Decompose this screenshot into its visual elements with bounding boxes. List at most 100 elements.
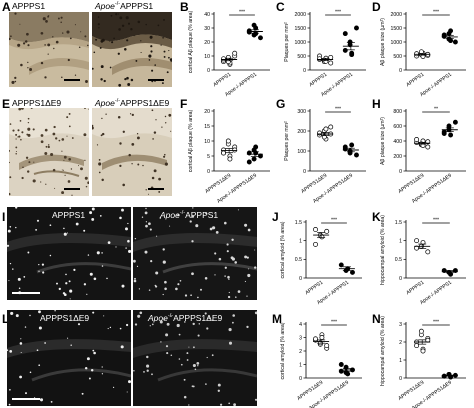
- significance-label: ***: [433, 218, 439, 224]
- image-title-apoe-ko: Apoe-/-APPPS1: [160, 210, 218, 220]
- chart-J: 0 0.5 1 1.5 cortical amyloid (% area) APPPS1 A…: [272, 208, 368, 308]
- data-point: [441, 32, 447, 38]
- plaque-dot: [91, 207, 95, 211]
- plaque-dot: [27, 44, 30, 47]
- plaque-dot: [106, 277, 108, 280]
- plaque-dot: [180, 363, 183, 366]
- plaque-dot: [209, 227, 213, 231]
- histology-image-apoe-ko-dE9-cortex: [92, 108, 172, 196]
- plaque-dot: [15, 146, 18, 149]
- plaque-dot: [204, 277, 208, 280]
- plaque-dot: [14, 12, 17, 15]
- plaque-dot: [121, 208, 124, 212]
- plaque-dot: [141, 216, 144, 218]
- plaque-dot: [9, 262, 12, 265]
- plaque-dot: [145, 207, 147, 210]
- plaque-dot: [93, 277, 97, 281]
- plaque-dot: [164, 280, 167, 284]
- data-point: [225, 59, 231, 65]
- gene-name: Apoe: [95, 98, 115, 108]
- data-point: [221, 56, 226, 62]
- plaque-dot: [191, 272, 194, 276]
- plaque-dot: [17, 43, 21, 47]
- plaque-dot: [217, 383, 221, 387]
- plaque-dot: [107, 328, 109, 330]
- plaque-dot: [7, 244, 10, 247]
- plaque-dot: [163, 55, 166, 58]
- plaque-dot: [140, 40, 142, 42]
- plaque-dot: [9, 149, 10, 152]
- plaque-dot: [224, 266, 227, 269]
- plaque-dot: [228, 328, 232, 332]
- plaque-dot: [30, 108, 33, 109]
- plaque-dot: [47, 43, 51, 47]
- chart-N: 0 1 2 3 hippocampal amyloid (% area) APPPS1ΔE…: [372, 310, 472, 408]
- plaque-dot: [153, 131, 157, 134]
- plaque-dot: [155, 271, 159, 275]
- y-axis-label: Plaques per mm²: [284, 22, 290, 62]
- data-point: [258, 35, 263, 41]
- plaque-dot: [26, 32, 29, 36]
- plaque-dot: [149, 228, 152, 231]
- plaque-dot: [183, 395, 187, 399]
- genotype-superscript: -/-: [114, 98, 121, 105]
- data-point: [349, 52, 355, 58]
- chart-svg: 0 10 20 30 40 cortical Aβ plaque (% area) APPP…: [188, 10, 270, 98]
- plaque-dot: [204, 312, 207, 315]
- y-axis-label: cortical amyloid (% area): [280, 322, 286, 379]
- scale-bar: [12, 398, 40, 400]
- plaque-dot: [244, 255, 248, 259]
- plaque-dot: [14, 76, 17, 80]
- y-axis-label: cortical Aβ plaque (% area): [188, 11, 194, 74]
- plaque-dot: [246, 325, 249, 329]
- plaque-dot: [130, 28, 133, 31]
- plaque-dot: [47, 145, 50, 149]
- plaque-dot: [36, 349, 39, 352]
- plaque-dot: [144, 250, 148, 254]
- plaque-dot: [186, 352, 189, 355]
- plaque-dot: [146, 355, 149, 359]
- plaque-dot: [40, 181, 42, 183]
- plaque-dot: [24, 40, 28, 43]
- data-point: [342, 47, 348, 53]
- plaque-dot: [136, 136, 140, 140]
- scale-bar: [64, 188, 80, 190]
- data-point: [414, 137, 420, 142]
- plaque-dot: [107, 241, 111, 244]
- plaque-dot: [151, 80, 154, 83]
- plaque-dot: [224, 221, 227, 225]
- plaque-dot: [40, 140, 44, 144]
- plaque-dot: [27, 251, 30, 254]
- data-point: [321, 134, 327, 140]
- plaque-dot: [109, 326, 112, 329]
- plaque-dot: [65, 273, 67, 276]
- plaque-dot: [168, 113, 172, 117]
- plaque-dot: [27, 170, 30, 173]
- significance-label: **: [434, 107, 438, 113]
- plaque-dot: [90, 369, 94, 372]
- data-point: [232, 147, 238, 153]
- plaque-dot: [12, 268, 14, 270]
- plaque-dot: [208, 317, 211, 320]
- plaque-dot: [49, 224, 52, 227]
- plaque-dot: [14, 80, 17, 83]
- plaque-dot: [151, 109, 154, 112]
- plaque-dot: [226, 250, 229, 253]
- plaque-dot: [101, 117, 103, 120]
- plaque-dot: [246, 295, 248, 297]
- plaque-dot: [105, 113, 107, 115]
- data-point: [414, 51, 420, 57]
- data-point: [313, 227, 318, 232]
- plaque-dot: [115, 246, 117, 248]
- plaque-dot: [131, 113, 134, 117]
- plaque-dot: [21, 176, 24, 180]
- y-tick-label: 2000: [390, 12, 402, 18]
- plaque-dot: [56, 282, 58, 285]
- model-name: APPPS1: [185, 210, 219, 220]
- data-point: [448, 271, 454, 277]
- plaque-dot: [84, 35, 87, 38]
- plaque-dot: [10, 35, 12, 38]
- plaque-dot: [101, 178, 104, 182]
- plaque-dot: [133, 369, 135, 372]
- plaque-dot: [15, 133, 18, 136]
